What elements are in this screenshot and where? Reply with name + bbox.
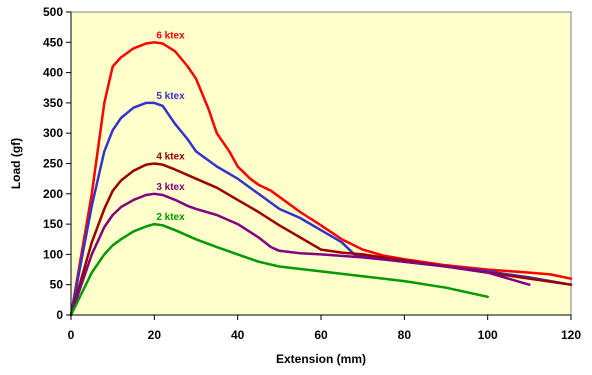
x-tick-label: 60 — [314, 328, 328, 342]
series-line-3-ktex — [69, 192, 531, 317]
x-axis-title: Extension (mm) — [276, 352, 366, 366]
y-tick-label: 100 — [43, 247, 63, 261]
y-tick-label: 200 — [43, 187, 63, 201]
series-label-5-ktex: 5 ktex — [156, 91, 185, 102]
series-line-2-ktex — [69, 222, 489, 317]
y-tick-label: 350 — [43, 96, 63, 110]
y-tick-label: 250 — [43, 157, 63, 171]
series-line-6-ktex — [69, 41, 573, 317]
series-label-4-ktex: 4 ktex — [156, 152, 185, 163]
series-label-3-ktex: 3 ktex — [156, 182, 185, 193]
x-axis: 0 20 40 60 80 100 120 — [68, 314, 581, 342]
y-tick-label: 500 — [43, 5, 63, 19]
y-tick-label: 300 — [43, 126, 63, 140]
y-tick-label: 400 — [43, 66, 63, 80]
x-tick-label: 20 — [148, 328, 162, 342]
series-layer — [69, 41, 573, 317]
x-tick-label: 100 — [478, 328, 498, 342]
series-labels: 6 ktex 5 ktex 4 ktex 3 ktex 2 ktex — [156, 30, 185, 223]
y-tick-label: 50 — [50, 278, 64, 292]
y-tick-label: 150 — [43, 217, 63, 231]
x-tick-label: 120 — [561, 328, 581, 342]
y-axis-title: Load (gf) — [9, 138, 23, 189]
y-tick-label: 450 — [43, 35, 63, 49]
x-tick-label: 40 — [231, 328, 245, 342]
series-label-6-ktex: 6 ktex — [156, 30, 185, 41]
y-axis: 0 50 100 150 200 250 300 350 400 450 500 — [43, 5, 72, 322]
x-tick-label: 0 — [68, 328, 75, 342]
y-tick-label: 0 — [56, 308, 63, 322]
series-label-2-ktex: 2 ktex — [156, 212, 185, 223]
x-tick-label: 80 — [398, 328, 412, 342]
